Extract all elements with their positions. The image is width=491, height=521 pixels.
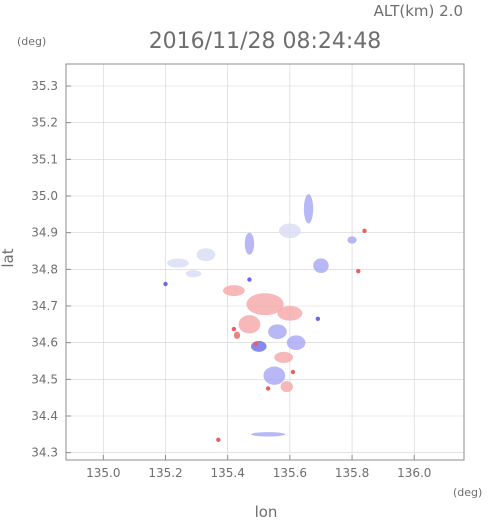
y-tick-label: 34.7 bbox=[31, 299, 58, 313]
y-ticks: 34.3 34.4 34.5 34.6 34.7 34.8 34.9 35.0 35.1 35.2… bbox=[31, 79, 71, 460]
y-tick-label: 34.8 bbox=[31, 262, 58, 276]
x-ticks: 135.0 135.2 135.4 135.6 135.8 136.0 bbox=[86, 455, 431, 480]
radar-echo-region bbox=[347, 236, 357, 244]
y-tick-label: 35.3 bbox=[31, 79, 58, 93]
radar-echo-point bbox=[216, 437, 221, 443]
radar-echo-point bbox=[356, 268, 361, 274]
y-unit-label: (deg) bbox=[17, 35, 46, 48]
grid bbox=[66, 64, 464, 460]
radar-echo-region bbox=[263, 366, 286, 385]
radar-echo-region bbox=[280, 381, 293, 393]
radar-echo-region bbox=[286, 335, 306, 350]
y-tick-label: 34.3 bbox=[31, 446, 58, 460]
y-tick-label: 34.4 bbox=[31, 409, 58, 423]
altitude-label: ALT(km) 2.0 bbox=[374, 2, 463, 20]
radar-echo-region bbox=[233, 331, 241, 340]
x-tick-label: 135.8 bbox=[335, 466, 369, 480]
radar-echo-region bbox=[303, 194, 314, 224]
x-unit-label: (deg) bbox=[453, 486, 482, 499]
radar-echo-point bbox=[247, 277, 252, 282]
radar-echo-region bbox=[278, 223, 301, 239]
radar-echo-region bbox=[251, 432, 286, 437]
radar-echo-point bbox=[265, 386, 271, 391]
radar-echo-point bbox=[315, 316, 321, 322]
plot-frame bbox=[65, 63, 465, 461]
radar-echo-point bbox=[163, 281, 168, 287]
radar-echo-point bbox=[290, 369, 296, 375]
x-tick-label: 136.0 bbox=[397, 466, 431, 480]
radar-echo-region bbox=[251, 340, 267, 352]
x-tick-label: 135.2 bbox=[148, 466, 182, 480]
radar-echo-point bbox=[253, 341, 258, 347]
y-axis-label: lat bbox=[0, 248, 17, 267]
radar-echo-region bbox=[167, 258, 189, 268]
radar-echo-region bbox=[246, 293, 284, 316]
data-layer bbox=[163, 194, 367, 443]
radar-echo-region bbox=[185, 270, 202, 278]
radar-echo-point bbox=[231, 326, 237, 332]
y-tick-label: 34.6 bbox=[31, 336, 58, 350]
x-tick-label: 135.6 bbox=[273, 466, 307, 480]
y-tick-label: 34.5 bbox=[31, 372, 58, 386]
x-tick-label: 135.0 bbox=[86, 466, 120, 480]
radar-echo-region bbox=[274, 351, 293, 363]
timestamp-title: 2016/11/28 08:24:48 bbox=[149, 29, 382, 54]
y-tick-label: 35.1 bbox=[31, 152, 58, 166]
y-tick-label: 35.0 bbox=[31, 189, 58, 203]
radar-echo-region bbox=[277, 306, 303, 321]
radar-echo-region bbox=[268, 324, 287, 339]
x-tick-label: 135.4 bbox=[211, 466, 245, 480]
radar-echo-region bbox=[223, 285, 245, 297]
radar-echo-region bbox=[238, 315, 261, 334]
y-tick-label: 34.9 bbox=[31, 226, 58, 240]
radar-echo-region bbox=[313, 258, 329, 273]
radar-echo-region bbox=[244, 232, 255, 255]
y-tick-label: 35.2 bbox=[31, 116, 58, 130]
x-axis-label: lon bbox=[255, 503, 278, 521]
radar-echo-region bbox=[196, 248, 216, 262]
radar-echo-point bbox=[362, 228, 367, 234]
